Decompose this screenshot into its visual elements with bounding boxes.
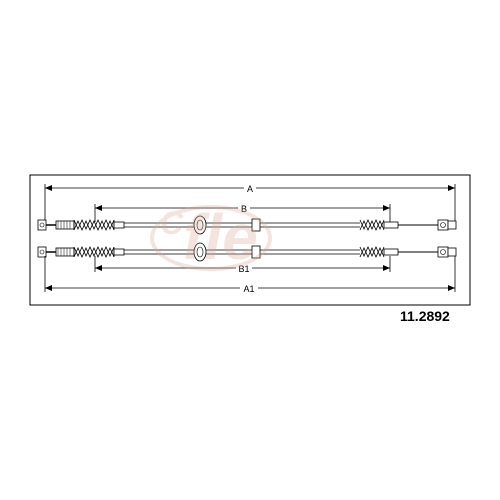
- dimension-B1: B1: [95, 256, 390, 274]
- bot-left-end: [38, 247, 56, 257]
- top-left-adjuster: [56, 221, 74, 229]
- top-ferrule-1: [114, 222, 124, 228]
- top-mid-bracket: [252, 219, 260, 231]
- top-right-end: [438, 220, 456, 230]
- dim-label-B1: B1: [238, 264, 249, 274]
- part-number: 11.2892: [400, 308, 450, 324]
- bot-left-adjuster: [56, 248, 74, 256]
- diagram-canvas: A B: [0, 0, 500, 500]
- top-mid-grommet: [194, 216, 206, 234]
- top-ferrule-2: [384, 222, 398, 228]
- bot-left-bellows: [74, 247, 114, 257]
- top-left-end: [38, 220, 56, 230]
- dim-label-B: B: [241, 204, 247, 214]
- bot-mid-grommet: [194, 243, 206, 261]
- bot-ferrule-1: [114, 249, 124, 255]
- technical-drawing-svg: A B: [0, 0, 500, 500]
- bot-right-bellows: [360, 247, 384, 257]
- cable-assembly-top: [38, 216, 456, 234]
- bot-right-end: [438, 247, 456, 257]
- dimension-A1: A1: [45, 256, 455, 294]
- bot-mid-bracket: [252, 246, 260, 258]
- cable-assembly-bottom: [38, 243, 456, 261]
- dim-label-A: A: [247, 184, 253, 194]
- top-right-bellows: [360, 220, 384, 230]
- dim-label-A1: A1: [243, 284, 254, 294]
- bot-ferrule-2: [384, 249, 398, 255]
- dimension-B: B: [95, 202, 390, 222]
- top-left-bellows: [74, 220, 114, 230]
